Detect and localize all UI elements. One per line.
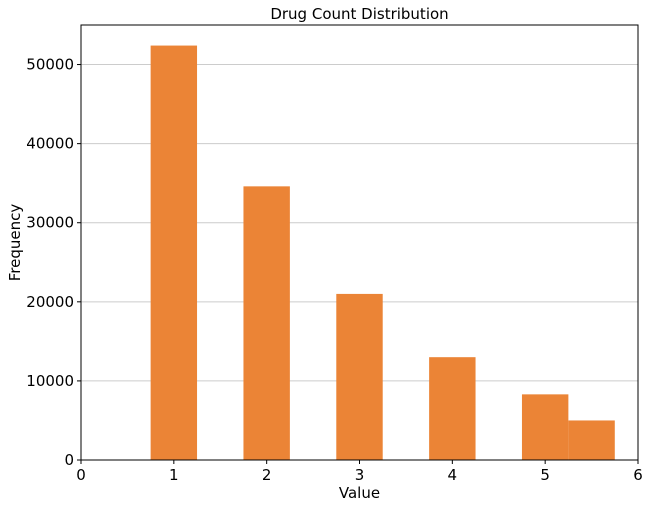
y-tick-label-2: 20000 xyxy=(26,293,74,311)
x-tick-label-0: 0 xyxy=(76,466,86,484)
x-tick-label-4: 4 xyxy=(448,466,458,484)
chart-title: Drug Count Distribution xyxy=(270,5,448,23)
x-tick-label-3: 3 xyxy=(355,466,365,484)
bar-0 xyxy=(150,45,198,461)
y-tick-label-3: 30000 xyxy=(26,214,74,232)
y-tick-label-4: 40000 xyxy=(26,135,74,153)
x-tick-label-2: 2 xyxy=(262,466,272,484)
bar-4 xyxy=(521,394,569,460)
y-tick-label-1: 10000 xyxy=(26,372,74,390)
y-tick-label-0: 0 xyxy=(64,451,74,469)
x-tick-label-1: 1 xyxy=(169,466,179,484)
y-tick-label-5: 50000 xyxy=(26,56,74,74)
x-tick-label-5: 5 xyxy=(540,466,550,484)
bar-3 xyxy=(429,357,476,460)
x-tick-label-6: 6 xyxy=(633,466,643,484)
bar-1 xyxy=(243,186,290,460)
y-axis-label: Frequency xyxy=(6,204,24,282)
y-axis-ticks: 0 10000 20000 30000 40000 50000 xyxy=(26,56,81,469)
bars xyxy=(150,45,615,461)
x-axis-label: Value xyxy=(339,484,380,502)
bar-2 xyxy=(336,293,383,460)
bar-5 xyxy=(568,420,615,460)
x-axis-ticks: 0 1 2 3 4 5 6 xyxy=(76,460,643,484)
